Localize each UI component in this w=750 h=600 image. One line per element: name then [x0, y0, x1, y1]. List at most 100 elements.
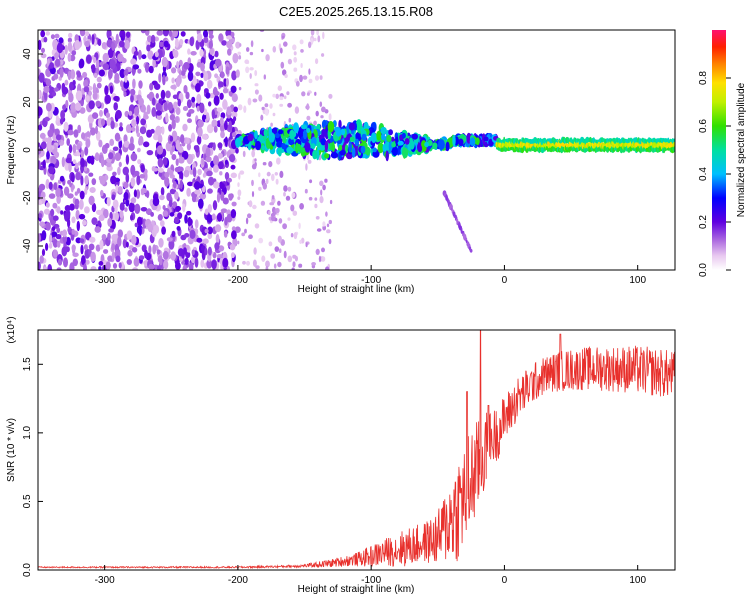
- spectrogram-cell: [319, 196, 324, 204]
- spectrogram-cell: [53, 87, 59, 92]
- spectrogram-cell: [115, 33, 119, 44]
- spectrogram-cell: [328, 113, 332, 121]
- spectrogram-cell: [151, 167, 159, 172]
- spectrogram-cell: [265, 265, 269, 270]
- spectrogram-cell: [89, 236, 96, 243]
- spectrogram-cell: [247, 133, 254, 142]
- spectrogram-cell: [186, 143, 191, 151]
- spectrogram-cell: [108, 228, 114, 233]
- spectrogram-cell: [63, 121, 69, 132]
- spectrogram-cell: [52, 238, 59, 248]
- spectrogram-cell: [155, 110, 162, 116]
- spectrogram-cell: [109, 138, 115, 146]
- spectrogram-cell: [283, 250, 287, 259]
- spectrogram-cell: [178, 59, 183, 67]
- spectrogram-cell: [401, 132, 406, 139]
- spectrogram-cell: [220, 208, 228, 213]
- spectrogram-cell: [124, 75, 128, 83]
- spectrogram-cell: [75, 237, 82, 244]
- spectrogram-cell: [196, 105, 200, 112]
- spectrogram-cell: [137, 147, 141, 153]
- spectrogram-cell: [62, 104, 67, 111]
- spectrogram-cell: [111, 194, 116, 201]
- spectrogram-cell: [311, 262, 316, 266]
- spectrogram-cell: [193, 181, 201, 190]
- spectrogram-cell: [51, 91, 57, 97]
- spectrogram-cell: [69, 203, 75, 211]
- spectrogram-cell: [168, 199, 173, 208]
- spectrogram-cell: [157, 134, 163, 144]
- spectrogram-cell: [261, 145, 266, 151]
- spectrogram-cell: [186, 112, 191, 117]
- spectrogram-cell: [51, 226, 56, 232]
- spectrogram-cell: [277, 235, 282, 243]
- spectrogram-cell: [112, 146, 119, 152]
- spectrogram-cell: [278, 129, 284, 135]
- colorbar-tick-label: 0.2: [698, 215, 709, 229]
- spectrogram-cell: [219, 92, 224, 100]
- spectrogram-cell: [169, 135, 174, 142]
- spectrogram-cell: [287, 58, 292, 65]
- spectrogram-cell: [348, 141, 352, 153]
- spectrogram-cell: [66, 138, 70, 146]
- spectrogram-cell: [89, 187, 96, 193]
- spectrogram-cell: [170, 251, 176, 261]
- spectrogram-cell: [186, 99, 192, 109]
- spectrogram-cell: [132, 78, 136, 90]
- spectrogram-cell: [283, 185, 288, 192]
- spectrogram-cell: [311, 143, 316, 150]
- spectrogram-cell: [271, 173, 275, 182]
- spectrogram-cell: [118, 40, 125, 48]
- y-tick-label: 20: [22, 96, 33, 108]
- spectrogram-cell: [50, 34, 55, 40]
- spectrogram-cell: [171, 119, 176, 130]
- spectrogram-cell: [206, 214, 213, 223]
- spectrogram-cell: [316, 30, 319, 36]
- spectrogram-cell: [205, 92, 211, 99]
- spectrogram-cell: [139, 126, 147, 135]
- spectrogram-cell: [203, 30, 208, 38]
- spectrogram-cell: [39, 132, 46, 139]
- spectrogram-cell: [156, 114, 163, 120]
- spectrogram-cell: [112, 212, 116, 222]
- spectrogram-cell: [231, 126, 235, 134]
- spectrogram-cell: [218, 81, 224, 88]
- spectrogram-cell: [54, 151, 60, 158]
- spectrogram-cell: [123, 191, 129, 201]
- spectrogram-cell: [96, 76, 102, 83]
- spectrogram-cell: [163, 40, 169, 48]
- spectrogram-cell: [313, 37, 317, 42]
- spectrogram-cell: [216, 212, 223, 222]
- spectrogram-cell: [118, 161, 122, 168]
- spectrogram-cell: [231, 70, 237, 81]
- spectrogram-cell: [224, 120, 228, 131]
- snr-x-ticks: -300 -200 -100 0 100: [95, 565, 646, 586]
- spectrogram-cell: [83, 79, 89, 88]
- spectrogram-cell: [151, 107, 157, 117]
- spectrogram-cell: [315, 248, 320, 255]
- spectrogram-cell: [98, 69, 105, 77]
- spectrogram-cell: [80, 149, 85, 158]
- spectrogram-cell: [150, 128, 155, 134]
- spectrogram-cell: [326, 229, 331, 234]
- spectrogram-cell: [134, 170, 140, 177]
- spectrogram-cell: [281, 142, 286, 150]
- spectrogram-cell: [305, 163, 308, 171]
- spectrogram-cell: [233, 106, 238, 113]
- spectrogram-cell: [60, 110, 65, 120]
- spectrogram-cell: [335, 128, 342, 137]
- spectrogram-cell: [207, 232, 213, 240]
- spectrogram-cell: [113, 102, 118, 111]
- spectrogram-cell: [114, 72, 120, 83]
- spectrogram-cell: [122, 32, 126, 39]
- spectrogram-cell: [75, 209, 80, 220]
- spectrogram-cell: [270, 253, 276, 259]
- spectrogram-cell: [156, 30, 164, 36]
- spectrogram-cell: [237, 51, 241, 55]
- spectrogram-cell: [114, 152, 122, 161]
- spectrogram-cell: [235, 69, 240, 78]
- spectrogram-cell: [320, 189, 323, 196]
- y-tick-label: 40: [22, 48, 33, 60]
- spectrogram-cell: [165, 90, 171, 99]
- spectrogram-cell: [159, 258, 163, 266]
